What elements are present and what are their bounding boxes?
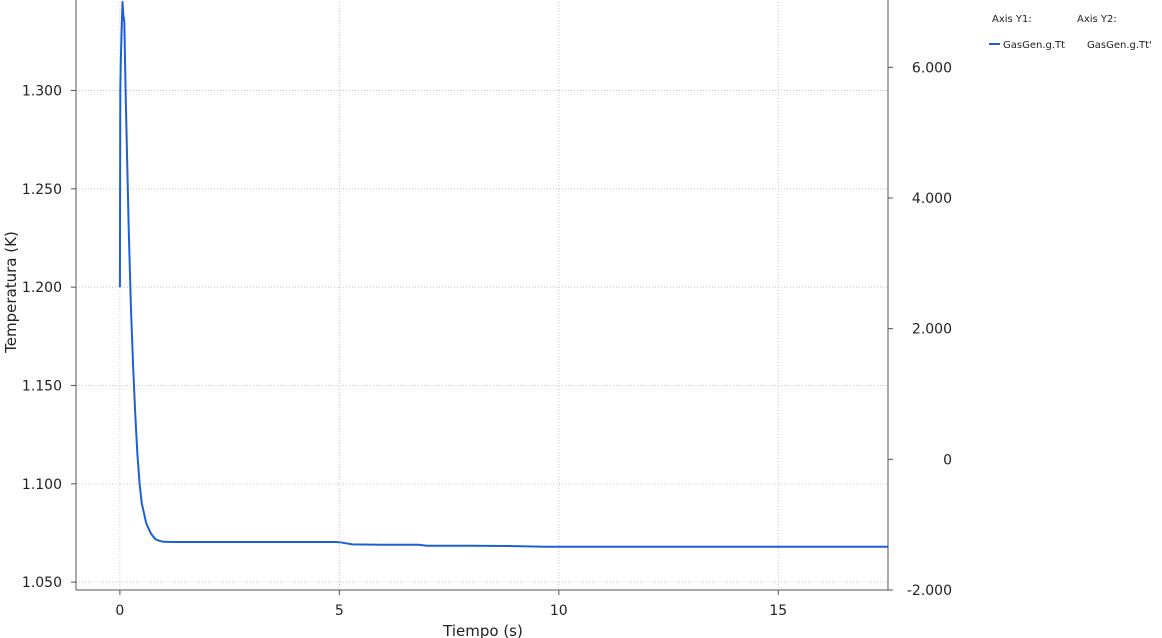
y-right-tick-label-2: 2.000 <box>912 322 952 338</box>
y-left-tick-label-1: 1.100 <box>22 477 62 493</box>
x-tick-label-1: 5 <box>335 603 344 619</box>
y-left-tick-label-5: 1.300 <box>22 83 62 99</box>
x-tick-label-2: 10 <box>550 603 568 619</box>
y-axis-title: Temperatura (K) <box>2 231 20 354</box>
y-right-tick-label-0: -2.000 <box>907 583 952 599</box>
legend-entry-y2-0: GasGen.g.Tt' <box>1087 40 1152 51</box>
y-left-tick-label-0: 1.050 <box>22 575 62 591</box>
series-layer <box>118 1 888 548</box>
y-left-tick-label-2: 1.150 <box>22 378 62 394</box>
y-left-tick-label-4: 1.250 <box>22 182 62 198</box>
y-right-tick-label-4: 6.000 <box>912 60 952 76</box>
x-tick-label-3: 15 <box>769 603 787 619</box>
x-axis-title: Tiempo (s) <box>442 622 523 638</box>
legend-entry-y1-0: GasGen.g.Tt <box>1003 40 1065 51</box>
series-line-0 <box>118 1 888 548</box>
x-tick-label-0: 0 <box>115 603 124 619</box>
y-right-tick-label-3: 4.000 <box>912 191 952 207</box>
y-left-tick-label-3: 1.200 <box>22 280 62 296</box>
legend-axis-y1-title: Axis Y1: <box>992 14 1032 25</box>
legend: Axis Y1: Axis Y2: GasGen.g.Tt GasGen.g.T… <box>989 14 1152 51</box>
axes <box>71 0 893 595</box>
legend-axis-y2-title: Axis Y2: <box>1077 14 1117 25</box>
y-right-tick-label-1: 0 <box>943 452 952 468</box>
tick-labels: 0 5 10 15 1.050 1.100 1.150 1.200 1.250 1.300 -2.0… <box>22 60 952 619</box>
grid <box>76 2 888 590</box>
